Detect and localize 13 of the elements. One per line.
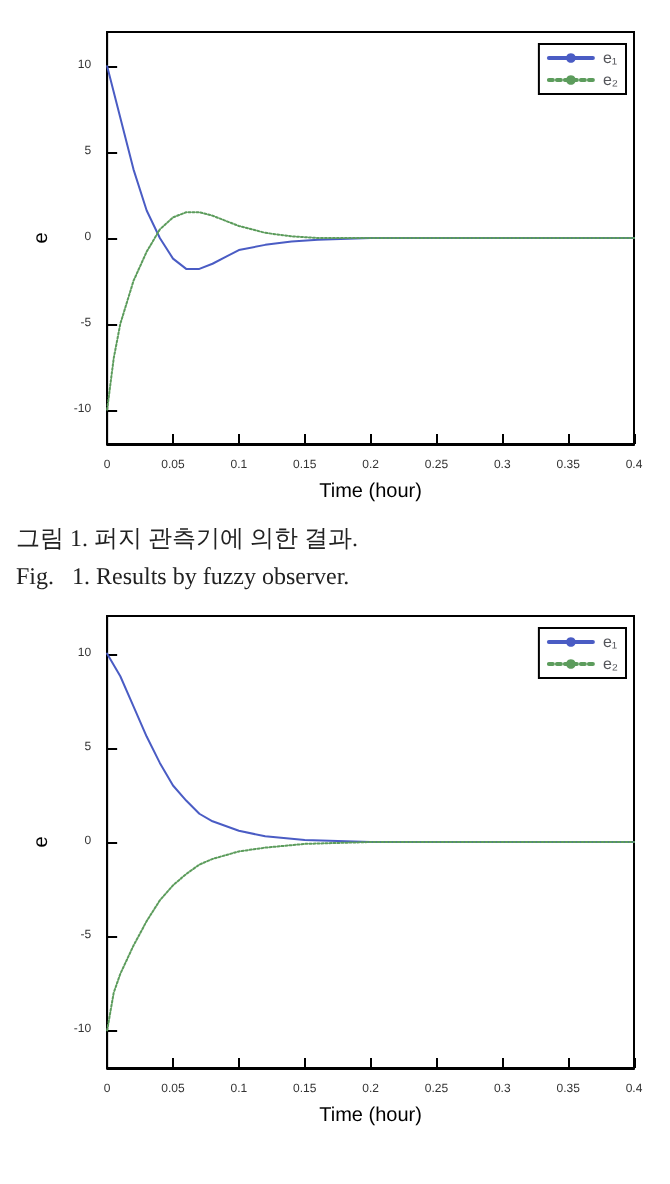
legend-label: e₂	[602, 71, 619, 89]
line-series	[106, 841, 635, 1032]
y-axis-title: e	[31, 835, 53, 848]
x-axis-title: Time (hour)	[319, 1104, 422, 1127]
y-axis-title: e	[31, 231, 53, 244]
line-series	[106, 211, 635, 411]
line-series	[106, 652, 635, 843]
legend-label: e₂	[602, 655, 619, 673]
caption: 그림 1. 퍼지 관측기에 의한 결과.	[16, 522, 360, 556]
caption: Fig. 1. Results by fuzzy observer.	[16, 562, 352, 592]
legend-label: e₁	[602, 49, 618, 67]
legend-label: e₁	[602, 633, 618, 651]
x-axis-title: Time (hour)	[319, 480, 422, 503]
